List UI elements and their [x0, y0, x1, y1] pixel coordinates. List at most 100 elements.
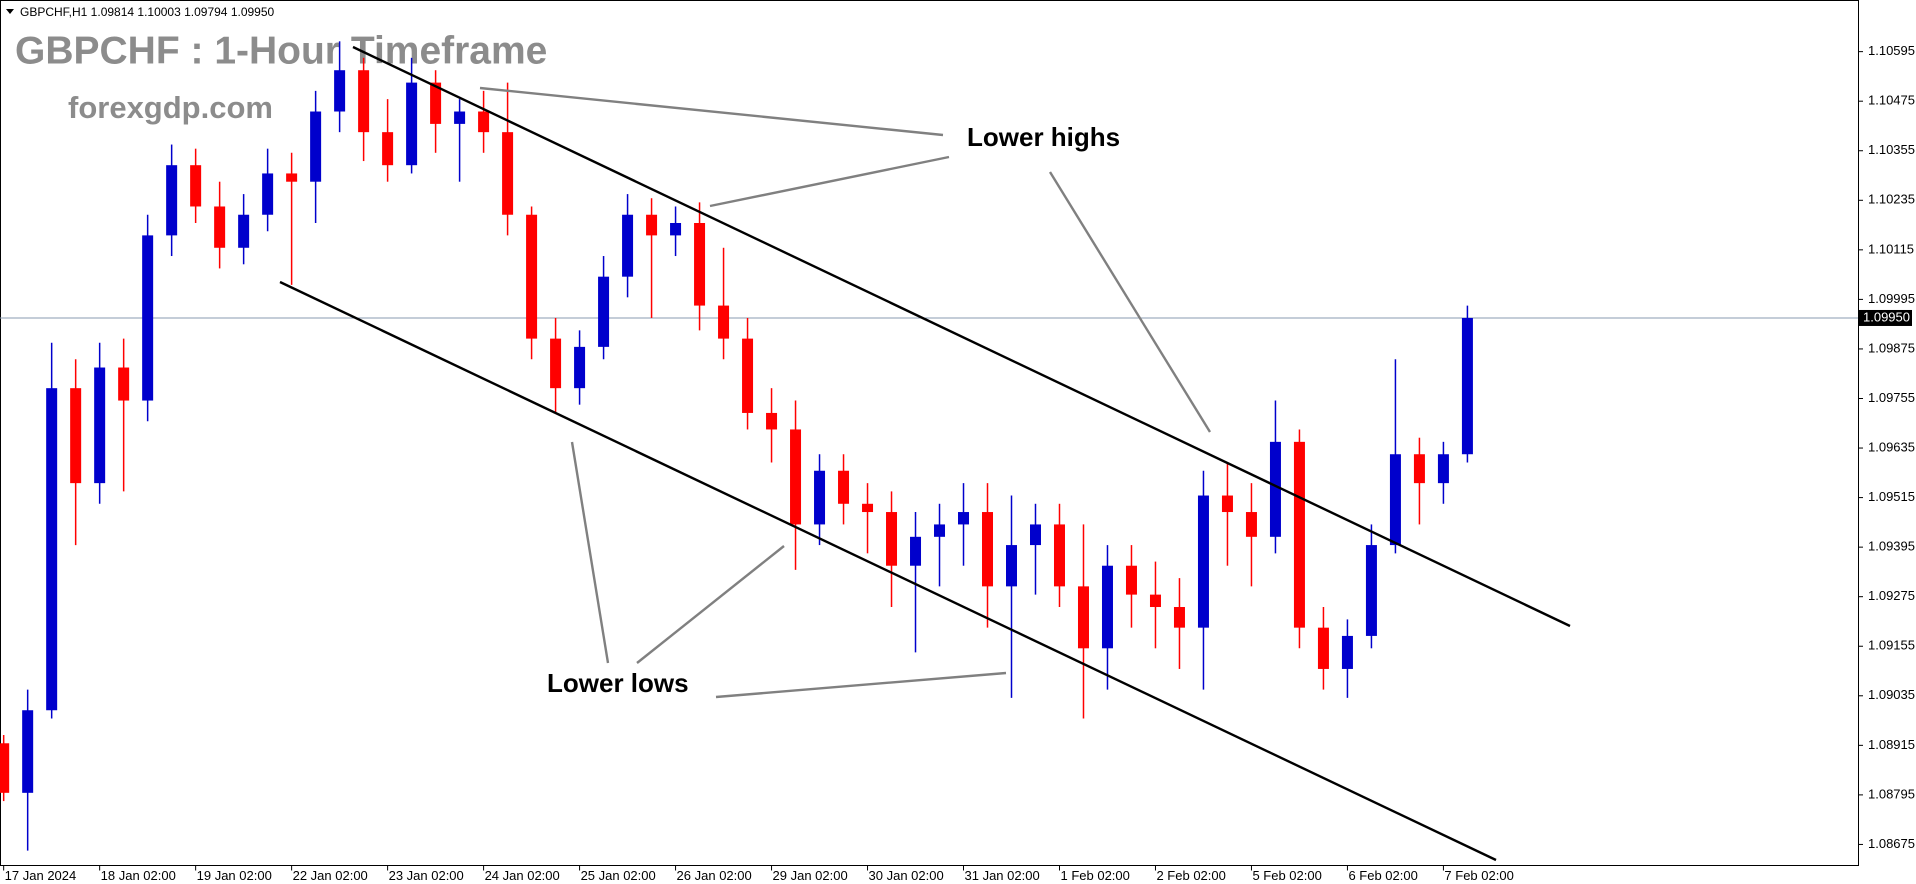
- candle-body: [46, 388, 58, 711]
- x-tick-label: 6 Feb 02:00: [1348, 868, 1417, 883]
- y-tick-label: 1.09395: [1868, 539, 1915, 554]
- candle-body: [718, 305, 730, 339]
- pointer-line: [709, 155, 950, 208]
- x-tick-label: 1 Feb 02:00: [1060, 868, 1129, 883]
- pointer-line: [570, 441, 610, 664]
- y-tick-label: 1.09635: [1868, 439, 1915, 454]
- plot-frame: [0, 0, 1859, 866]
- candle-body: [430, 82, 442, 124]
- candle-body: [286, 173, 298, 182]
- candle-body: [1173, 607, 1185, 628]
- chart-subtitle: forexgdp.com: [68, 90, 273, 125]
- candle-body: [1389, 454, 1401, 546]
- candle-body: [1413, 454, 1425, 484]
- chart-title: GBPCHF : 1-Hour Timeframe: [15, 29, 547, 72]
- y-tick-label: 1.09995: [1868, 291, 1915, 306]
- candle-body: [622, 214, 634, 277]
- y-tick-label: 1.08675: [1868, 836, 1915, 851]
- annotation: Lower highs: [967, 122, 1120, 152]
- candle-body: [142, 235, 154, 401]
- candle-body: [1221, 495, 1233, 513]
- y-tick-label: 1.09875: [1868, 340, 1915, 355]
- y-tick-label: 1.10595: [1868, 43, 1915, 58]
- candle-body: [934, 524, 946, 537]
- y-tick-label: 1.09275: [1868, 588, 1915, 603]
- candle-body: [1437, 454, 1449, 484]
- candle-body: [166, 165, 178, 236]
- pointers: [479, 86, 1212, 699]
- candle-body: [238, 214, 250, 248]
- candle-body: [1461, 317, 1473, 455]
- candle-body: [70, 388, 82, 484]
- candle-body: [1006, 545, 1018, 587]
- candle-body: [862, 503, 874, 513]
- candle-body: [262, 173, 274, 215]
- y-tick-label: 1.08795: [1868, 786, 1915, 801]
- x-tick-label: 2 Feb 02:00: [1156, 868, 1225, 883]
- candle-body: [454, 111, 466, 124]
- channel: [279, 45, 1571, 862]
- price-label-box: [1858, 309, 1912, 326]
- candle-body: [886, 512, 898, 566]
- y-tick-label: 1.09035: [1868, 687, 1915, 702]
- candle-body: [550, 338, 562, 389]
- x-tick-label: 5 Feb 02:00: [1252, 868, 1321, 883]
- x-tick-label: 19 Jan 02:00: [197, 868, 272, 883]
- candle-body: [190, 165, 202, 207]
- y-tick-label: 1.10355: [1868, 142, 1915, 157]
- candle-body: [766, 412, 778, 430]
- pointer-line: [479, 86, 944, 137]
- candle-body: [406, 82, 418, 166]
- candle-body: [94, 367, 106, 484]
- symbol-info: GBPCHF,H1 1.09814 1.10003 1.09794 1.0995…: [20, 5, 275, 19]
- candle-body: [1029, 524, 1041, 546]
- price-label: 1.09950: [1863, 309, 1910, 324]
- candle-body: [1365, 545, 1377, 636]
- y-tick-label: 1.08915: [1868, 737, 1915, 752]
- candle-body: [982, 512, 994, 587]
- candle-body: [910, 536, 922, 566]
- candle-body: [1245, 512, 1257, 537]
- candle-body: [1197, 495, 1209, 628]
- info-arrow: [6, 9, 14, 14]
- candle-body: [790, 429, 802, 525]
- candle-body: [526, 214, 538, 339]
- candle-body: [310, 111, 322, 182]
- x-tick-label: 7 Feb 02:00: [1444, 868, 1513, 883]
- candle-body: [478, 111, 490, 133]
- candle-body: [502, 132, 514, 215]
- pointer-line: [715, 671, 1007, 699]
- channel-lower-line: [279, 280, 1497, 862]
- candle-body: [574, 346, 586, 389]
- candle-body: [694, 222, 706, 306]
- candle-body: [958, 512, 970, 525]
- x-tick-label: 23 Jan 02:00: [389, 868, 464, 883]
- pointer-line: [1048, 171, 1212, 433]
- y-tick-label: 1.09755: [1868, 390, 1915, 405]
- x-tick-label: 18 Jan 02:00: [101, 868, 176, 883]
- y-tick-label: 1.10115: [1868, 241, 1914, 256]
- x-tick-label: 26 Jan 02:00: [677, 868, 752, 883]
- candle-body: [670, 222, 682, 236]
- x-tick-label: 31 Jan 02:00: [965, 868, 1040, 883]
- candle-body: [1293, 441, 1305, 628]
- annotation: Lower lows: [547, 668, 689, 698]
- candle-body: [1341, 635, 1353, 669]
- x-tick-label: 22 Jan 02:00: [293, 868, 368, 883]
- candle-body: [1269, 441, 1281, 537]
- candle-body: [358, 70, 370, 133]
- candles: [0, 41, 1473, 851]
- x-tick-label: 30 Jan 02:00: [869, 868, 944, 883]
- candle-body: [0, 743, 10, 793]
- candle-body: [1077, 586, 1089, 649]
- candle-body: [334, 70, 346, 112]
- candle-body: [1101, 565, 1113, 649]
- candle-body: [598, 276, 610, 347]
- y-tick-label: 1.09155: [1868, 638, 1915, 653]
- x-tick-label: 29 Jan 02:00: [773, 868, 848, 883]
- candle-body: [1053, 524, 1065, 587]
- channel-upper-line: [352, 45, 1571, 628]
- candle-body: [742, 338, 754, 413]
- pointer-line: [636, 545, 785, 664]
